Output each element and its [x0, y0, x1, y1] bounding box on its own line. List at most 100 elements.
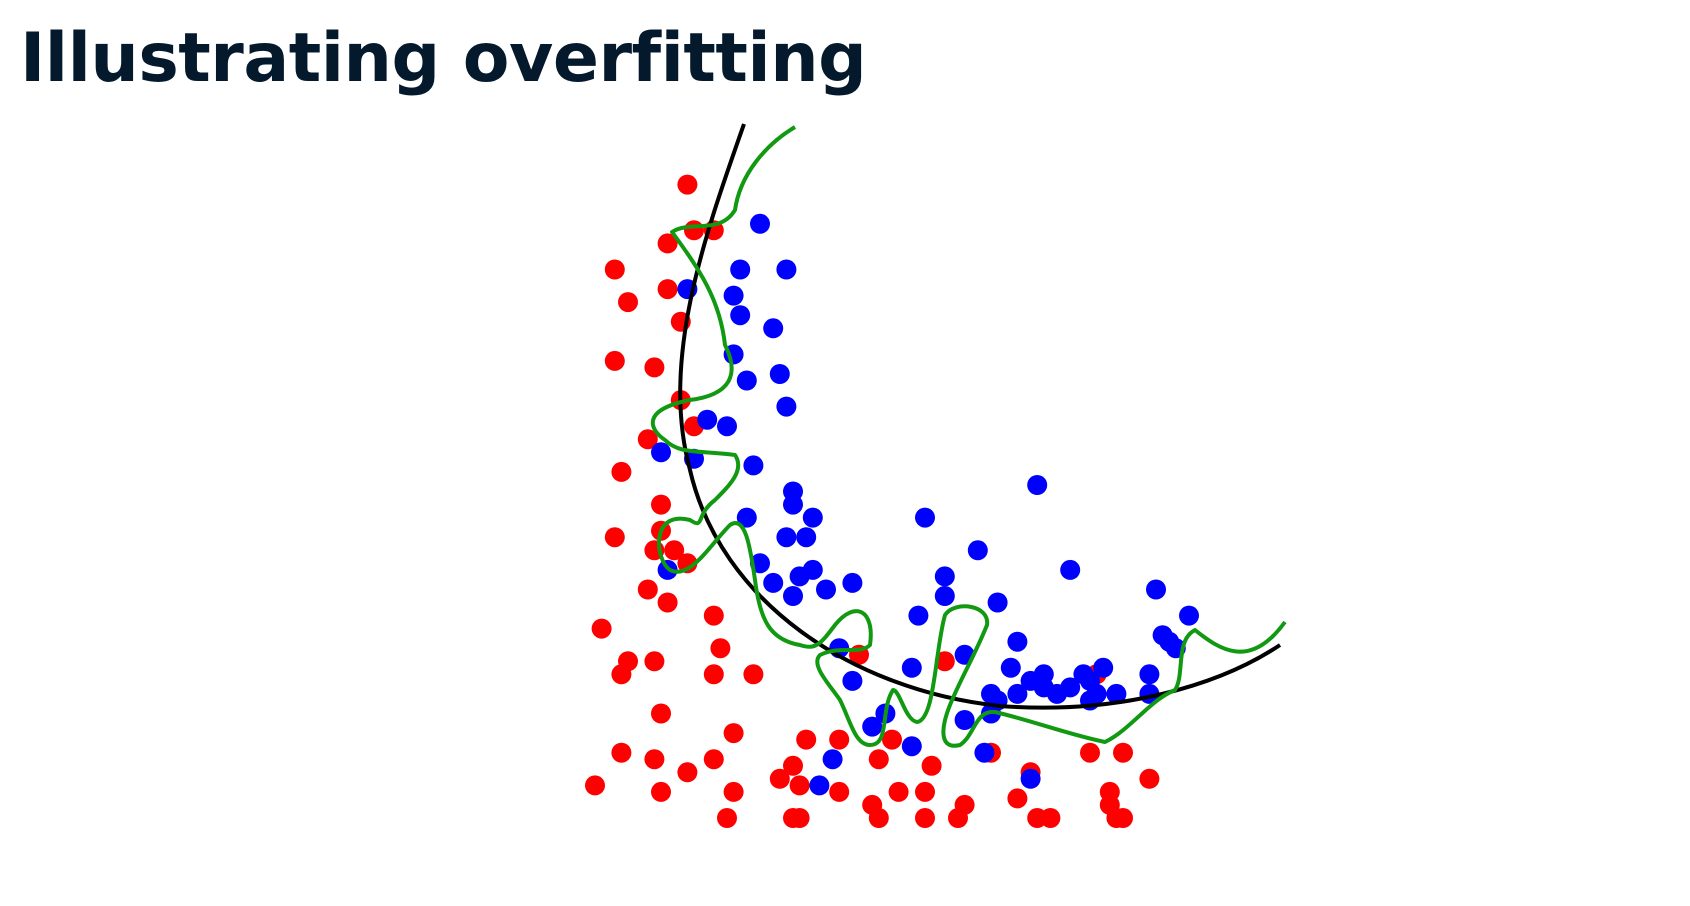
red-point — [591, 618, 612, 639]
blue-point — [802, 507, 823, 528]
blue-point — [730, 259, 751, 280]
blue-point — [776, 396, 797, 417]
red-point — [657, 279, 678, 300]
blue-point — [1047, 683, 1067, 704]
red-point — [915, 808, 935, 828]
blue-point — [651, 442, 671, 463]
blue-point — [954, 710, 975, 730]
blue-point — [776, 527, 797, 548]
blue-point — [1086, 683, 1107, 704]
overfit-decision-boundary — [650, 125, 1287, 748]
blue-point — [967, 540, 988, 561]
blue-point — [763, 318, 784, 339]
red-point — [723, 723, 744, 744]
blue-point — [1060, 559, 1081, 580]
blue-point — [915, 507, 935, 528]
blue-point — [697, 409, 718, 430]
blue-point — [816, 579, 836, 600]
point-layer — [585, 174, 1199, 828]
slide-title: Illustrating overfitting — [20, 19, 867, 98]
red-point — [1113, 742, 1133, 763]
red-point — [651, 703, 671, 724]
blue-point — [736, 370, 757, 391]
red-point — [796, 729, 817, 750]
red-point — [664, 540, 685, 561]
red-point — [783, 755, 803, 776]
red-point — [769, 768, 790, 789]
blue-point — [776, 259, 797, 280]
blue-point — [934, 566, 955, 587]
blue-point — [789, 566, 810, 587]
red-point — [829, 729, 850, 750]
blue-point — [730, 305, 751, 326]
blue-point — [1020, 768, 1041, 789]
blue-point — [842, 670, 863, 691]
blue-point — [736, 507, 757, 528]
red-point — [789, 775, 810, 796]
red-point — [611, 461, 632, 482]
red-point — [789, 808, 810, 828]
red-point — [644, 749, 665, 770]
red-point — [637, 429, 658, 450]
blue-point — [901, 736, 922, 757]
blue-point — [1007, 631, 1028, 652]
red-point — [657, 592, 678, 613]
red-point — [703, 664, 724, 685]
red-point — [677, 174, 698, 195]
red-point — [868, 808, 889, 828]
red-point — [829, 781, 850, 802]
blue-point — [1139, 664, 1160, 685]
red-point — [651, 494, 671, 515]
blue-point — [842, 572, 863, 593]
blue-point — [1000, 657, 1021, 678]
blue-point — [862, 716, 883, 737]
red-point — [677, 762, 698, 783]
red-point — [882, 729, 902, 750]
red-point — [637, 579, 658, 600]
red-point — [1080, 742, 1100, 763]
blue-point — [1146, 579, 1166, 600]
blue-point — [723, 285, 744, 306]
blue-point — [783, 494, 803, 515]
red-point — [743, 664, 764, 685]
red-point — [651, 781, 671, 802]
red-point — [604, 527, 625, 548]
red-point — [1099, 781, 1120, 802]
blue-point — [717, 416, 737, 437]
red-point — [604, 259, 625, 280]
blue-point — [934, 586, 955, 606]
blue-point — [809, 775, 830, 796]
blue-point — [1007, 683, 1028, 704]
red-point — [1040, 808, 1061, 828]
red-point — [1007, 788, 1028, 809]
red-point — [934, 651, 955, 672]
blue-point — [769, 364, 790, 384]
red-point — [915, 781, 935, 802]
red-point — [604, 350, 625, 371]
red-point — [644, 357, 665, 378]
red-point — [868, 749, 889, 770]
blue-point — [908, 605, 929, 626]
red-point — [888, 781, 909, 802]
blue-point — [987, 592, 1008, 613]
blue-point — [974, 742, 995, 763]
blue-point — [1106, 683, 1127, 704]
red-point — [644, 651, 665, 672]
red-point — [954, 794, 975, 815]
red-point — [618, 292, 638, 313]
red-point — [611, 664, 632, 685]
red-point — [684, 220, 704, 241]
red-point — [657, 233, 678, 254]
blue-point — [796, 527, 817, 548]
blue-point — [783, 586, 803, 606]
blue-point — [763, 572, 784, 593]
blue-point — [901, 657, 922, 678]
red-point — [703, 605, 724, 626]
red-point — [611, 742, 632, 763]
red-point — [1106, 808, 1127, 828]
red-point — [717, 808, 737, 828]
blue-point — [1093, 657, 1114, 678]
blue-point — [1179, 605, 1199, 626]
red-point — [921, 755, 942, 776]
